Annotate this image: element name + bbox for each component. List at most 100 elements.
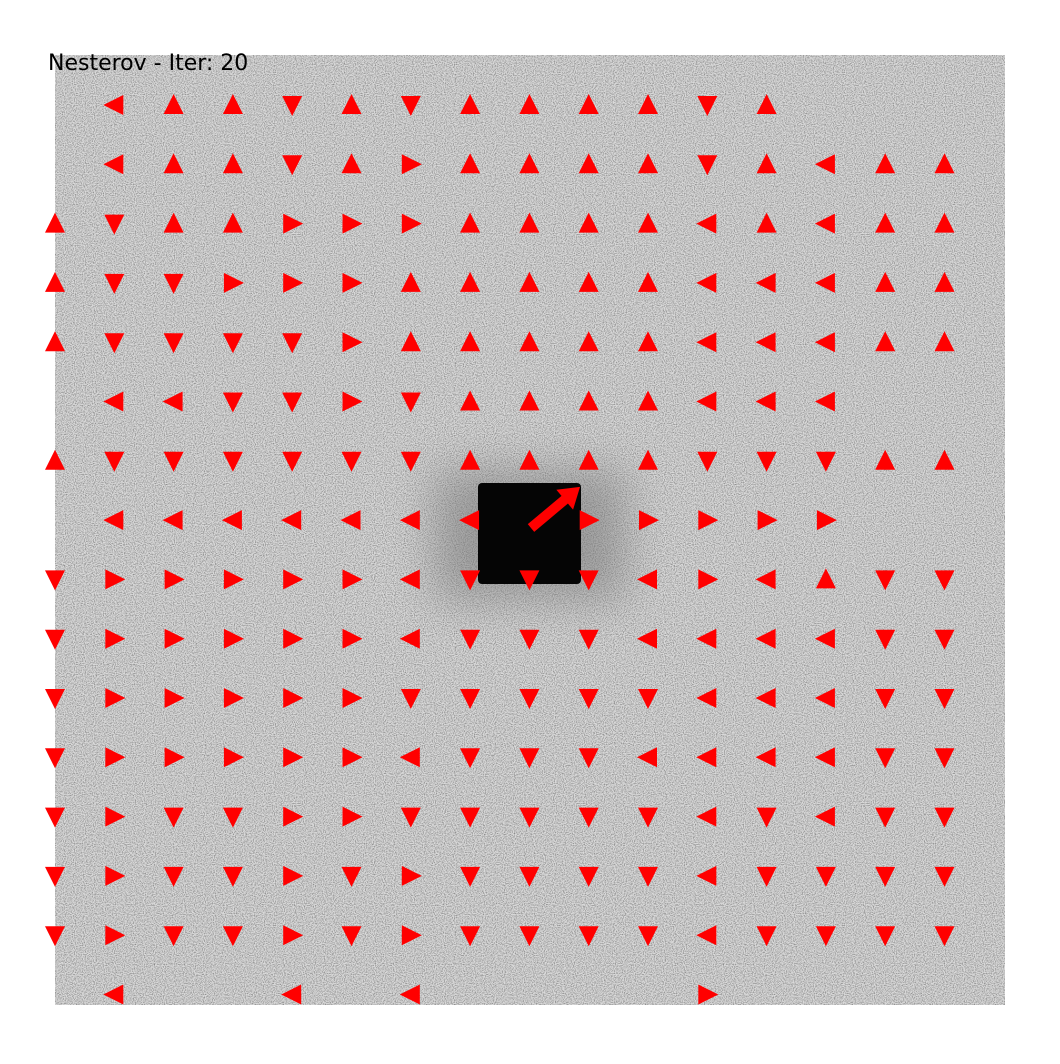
arrow-r7-c5-left bbox=[340, 510, 361, 531]
arrow-r0-c7-up bbox=[460, 94, 481, 114]
arrow-r2-c1-down bbox=[104, 214, 125, 235]
arrow-r13-c9-down bbox=[578, 866, 599, 887]
arrow-r11-c5-right bbox=[342, 747, 363, 768]
arrow-r10-c7-down bbox=[460, 689, 481, 709]
arrow-r4-c2-down bbox=[163, 333, 184, 354]
arrow-r8-c12-left bbox=[755, 569, 776, 590]
arrow-r0-c12-up bbox=[756, 94, 777, 114]
arrow-r1-c8-up bbox=[519, 153, 540, 174]
arrow-r6-c12-down bbox=[756, 451, 777, 472]
arrow-r10-c11-left bbox=[696, 688, 717, 708]
arrow-r2-c6-right bbox=[401, 213, 422, 234]
arrow-r12-c8-down bbox=[519, 807, 540, 828]
arrow-r10-c12-left bbox=[755, 688, 776, 708]
arrow-r3-c1-down bbox=[104, 273, 125, 294]
arrow-r6-c11-down bbox=[697, 451, 718, 472]
arrow-r8-c5-right bbox=[342, 569, 363, 590]
arrow-r6-c10-up bbox=[638, 449, 658, 470]
arrow-r2-c14-up bbox=[875, 212, 896, 233]
arrow-r12-c15-down bbox=[934, 807, 955, 828]
arrow-r10-c8-down bbox=[519, 689, 540, 709]
arrow-r5-c7-up bbox=[460, 390, 481, 411]
arrow-r2-c11-left bbox=[696, 213, 717, 234]
arrow-r1-c14-up bbox=[875, 153, 896, 174]
arrow-r3-c14-up bbox=[875, 271, 896, 292]
arrow-r7-c10-right bbox=[639, 510, 659, 531]
arrow-r14-c0-down bbox=[45, 926, 65, 947]
arrow-r8-c0-down bbox=[45, 570, 65, 591]
arrow-r4-c5-right bbox=[342, 332, 363, 353]
arrow-r9-c14-down bbox=[875, 629, 896, 650]
arrow-r14-c11-left bbox=[696, 925, 717, 946]
arrow-r11-c9-down bbox=[578, 748, 599, 769]
arrow-r3-c12-left bbox=[755, 272, 776, 293]
arrow-r11-c0-down bbox=[45, 748, 65, 769]
agent-arrow-shaft bbox=[527, 493, 571, 532]
arrow-r9-c9-down bbox=[578, 629, 599, 650]
arrow-r2-c0-up bbox=[45, 212, 65, 233]
arrow-r0-c9-up bbox=[578, 94, 599, 114]
arrow-r7-c7-left bbox=[459, 510, 480, 531]
arrow-r11-c15-down bbox=[934, 748, 955, 769]
arrow-r2-c2-up bbox=[163, 212, 184, 233]
arrow-r14-c12-down bbox=[756, 926, 777, 947]
arrow-r8-c7-down bbox=[460, 570, 481, 591]
arrow-r9-c11-left bbox=[696, 628, 717, 649]
arrow-r1-c5-up bbox=[341, 153, 362, 174]
arrow-r13-c15-down bbox=[934, 866, 955, 887]
arrow-r11-c10-left bbox=[637, 747, 657, 768]
arrow-r6-c13-down bbox=[815, 451, 836, 472]
arrow-r6-c8-up bbox=[519, 449, 540, 470]
arrow-r14-c6-right bbox=[401, 925, 422, 946]
arrow-r11-c13-left bbox=[814, 747, 835, 768]
arrow-r13-c1-right bbox=[105, 865, 126, 886]
arrow-r10-c4-right bbox=[283, 688, 304, 708]
arrow-r0-c2-up bbox=[163, 94, 184, 114]
arrow-r12-c9-down bbox=[578, 807, 599, 828]
arrow-r1-c12-up bbox=[756, 153, 777, 174]
arrow-r7-c2-left bbox=[162, 510, 183, 531]
arrow-r9-c6-left bbox=[399, 628, 420, 649]
arrow-r10-c1-right bbox=[105, 688, 126, 708]
arrow-r2-c9-up bbox=[578, 212, 599, 233]
arrow-r13-c12-down bbox=[756, 866, 777, 887]
arrow-r6-c3-down bbox=[222, 451, 243, 472]
arrow-r1-c11-down bbox=[697, 155, 718, 176]
arrow-r13-c4-right bbox=[283, 865, 304, 886]
arrow-r3-c15-up bbox=[934, 271, 955, 292]
arrow-r3-c9-up bbox=[578, 271, 599, 292]
arrow-r5-c3-down bbox=[222, 392, 243, 413]
arrow-r13-c11-left bbox=[696, 865, 717, 886]
arrow-r15-c1-left bbox=[103, 984, 124, 1005]
arrow-r2-c8-up bbox=[519, 212, 540, 233]
arrow-r2-c10-up bbox=[638, 212, 658, 233]
arrow-r0-c1-left bbox=[103, 95, 124, 115]
arrow-r3-c5-right bbox=[342, 272, 363, 293]
arrow-r3-c0-up bbox=[45, 271, 65, 292]
arrow-r14-c3-down bbox=[222, 926, 243, 947]
arrow-r1-c4-down bbox=[282, 155, 303, 176]
arrow-r4-c9-up bbox=[578, 331, 599, 352]
arrow-r13-c10-down bbox=[638, 866, 658, 887]
arrow-r9-c5-right bbox=[342, 628, 363, 649]
arrow-r9-c4-right bbox=[283, 628, 304, 649]
arrow-r5-c5-right bbox=[342, 391, 363, 412]
arrow-r3-c11-left bbox=[696, 272, 717, 293]
arrow-r1-c1-left bbox=[103, 154, 124, 175]
arrow-r14-c8-down bbox=[519, 926, 540, 947]
agent-arrow bbox=[527, 486, 581, 532]
arrow-r3-c8-up bbox=[519, 271, 540, 292]
arrow-r0-c8-up bbox=[519, 94, 540, 114]
arrow-r2-c13-left bbox=[814, 213, 835, 234]
arrow-r4-c13-left bbox=[814, 332, 835, 353]
arrow-r7-c11-right bbox=[698, 510, 719, 531]
arrow-r10-c15-down bbox=[934, 689, 955, 709]
arrow-r5-c12-left bbox=[755, 391, 776, 412]
arrow-r11-c7-down bbox=[460, 748, 481, 769]
arrow-r8-c8-down bbox=[519, 570, 540, 591]
arrow-r1-c9-up bbox=[578, 153, 599, 174]
arrow-r1-c6-right bbox=[401, 154, 422, 175]
arrow-r5-c8-up bbox=[519, 390, 540, 411]
